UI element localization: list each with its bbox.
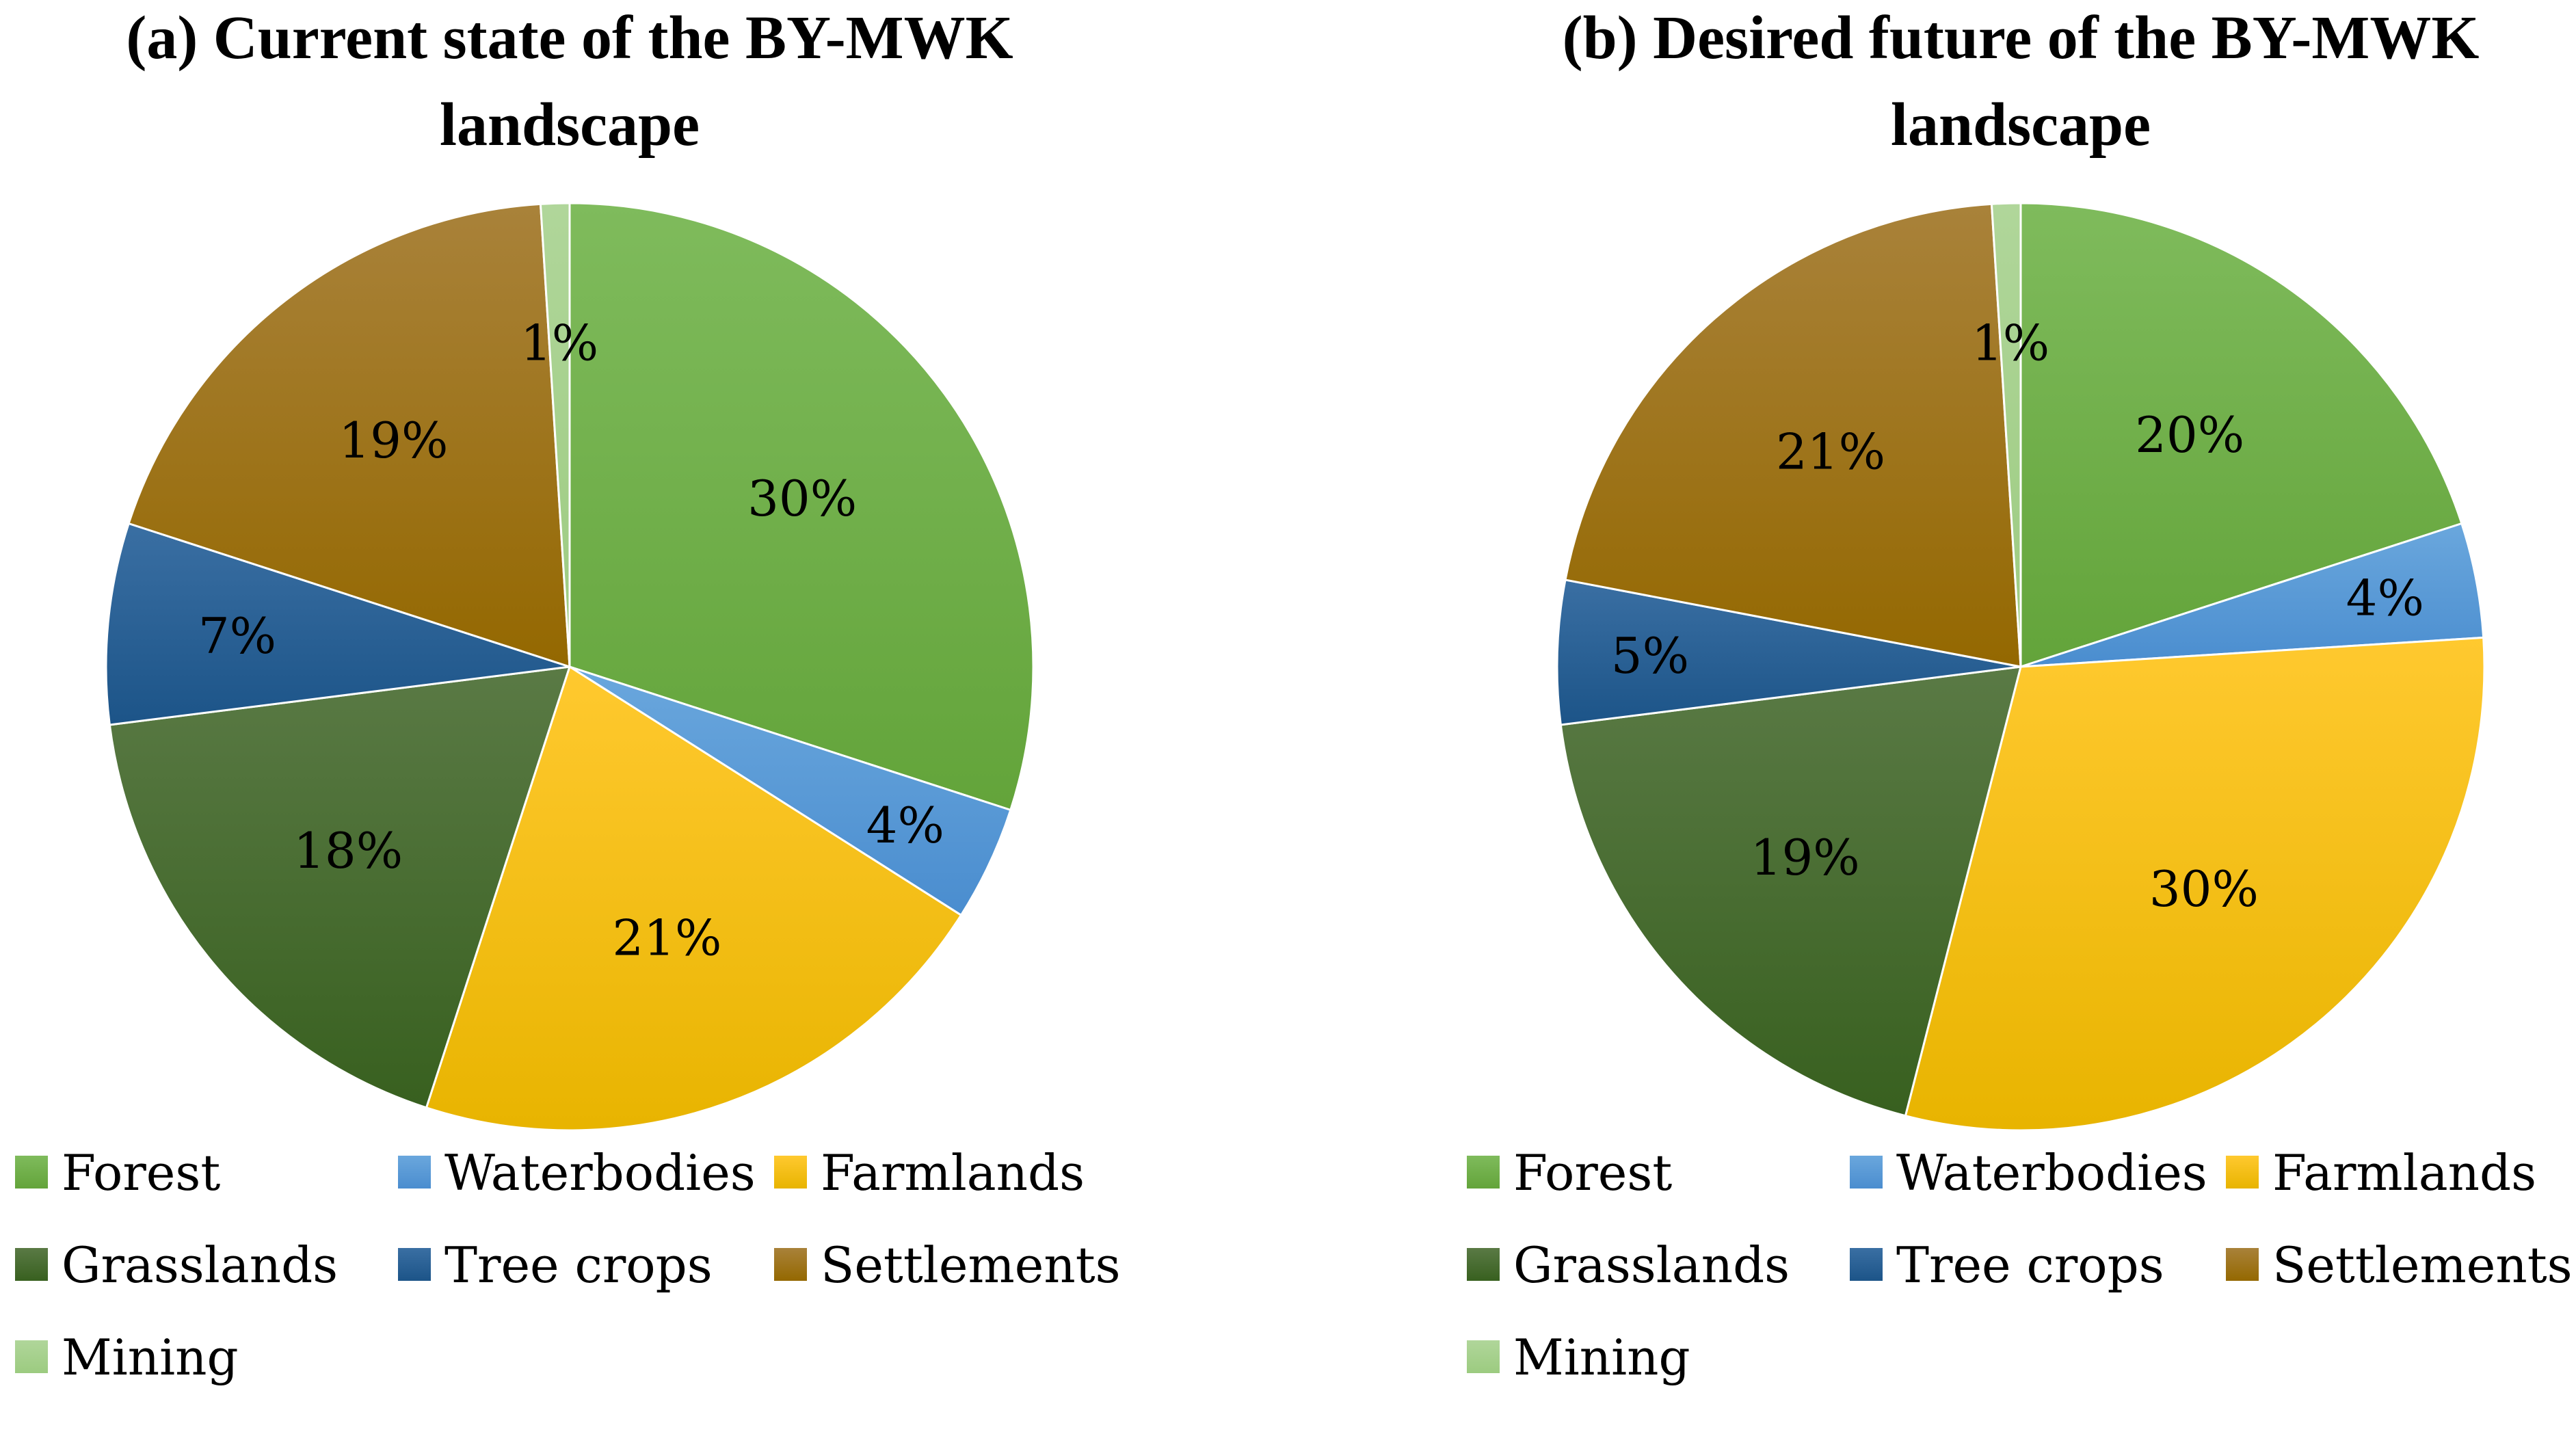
data-label-farmlands: 30% <box>2149 860 2259 918</box>
legend-swatch-forest <box>1467 1156 1500 1189</box>
legend-label-waterbodies: Waterbodies <box>1896 1144 2207 1201</box>
legend-label-settlements: Settlements <box>821 1236 1121 1294</box>
legend-label-settlements: Settlements <box>2272 1236 2573 1294</box>
data-label-mining: 1% <box>1971 315 2049 372</box>
pie-slice-settlements <box>127 202 571 668</box>
data-label-forest: 30% <box>747 470 857 527</box>
chart-title-line-1: (b) Desired future of the BY-MWK <box>1563 4 2480 72</box>
data-label-mining: 1% <box>520 315 598 372</box>
legend-swatch-waterbodies <box>398 1156 431 1189</box>
pie-slice-tree-crops <box>105 522 571 726</box>
legend-swatch-tree-crops <box>1850 1248 1883 1281</box>
chart-title-line-1: (a) Current state of the BY-MWK <box>126 4 1013 72</box>
legend-label-mining: Mining <box>1513 1329 1690 1386</box>
legend-swatch-forest <box>15 1156 48 1189</box>
pie-chart-current: (a) Current state of the BY-MWK landscap… <box>15 4 1121 1386</box>
legend-label-farmlands: Farmlands <box>2272 1144 2536 1201</box>
pie-slice-grasslands <box>1559 665 2022 1117</box>
legend-label-forest: Forest <box>62 1144 220 1201</box>
legend-swatch-tree-crops <box>398 1248 431 1281</box>
pie-chart-desired: (b) Desired future of the BY-MWK landsca… <box>1467 4 2573 1386</box>
legend-label-tree-crops: Tree crops <box>1896 1236 2164 1294</box>
legend-swatch-settlements <box>774 1248 807 1281</box>
legend-swatch-grasslands <box>1467 1248 1500 1281</box>
chart-title-line-2: landscape <box>440 91 700 159</box>
pie-slice-farmlands <box>425 665 962 1132</box>
data-label-waterbodies: 4% <box>866 797 944 854</box>
legend-swatch-waterbodies <box>1850 1156 1883 1189</box>
pie-slice-farmlands <box>1904 636 2486 1132</box>
legend-swatch-grasslands <box>15 1248 48 1281</box>
data-label-waterbodies: 4% <box>2346 569 2424 626</box>
pie-slice-grasslands <box>108 665 571 1109</box>
data-label-settlements: 21% <box>1776 423 1885 481</box>
data-label-grasslands: 19% <box>1751 829 1860 886</box>
data-label-settlements: 19% <box>338 412 448 469</box>
legend-swatch-settlements <box>2226 1248 2259 1281</box>
pie-slice-tree-crops <box>1556 579 2022 726</box>
legend-label-forest: Forest <box>1513 1144 1672 1201</box>
legend-swatch-farmlands <box>774 1156 807 1189</box>
data-label-forest: 20% <box>2135 406 2244 464</box>
data-label-grasslands: 18% <box>293 822 403 879</box>
data-label-tree-crops: 7% <box>198 607 276 665</box>
pie-slice-settlements <box>1564 202 2022 668</box>
legend-label-waterbodies: Waterbodies <box>444 1144 756 1201</box>
pie-slice-mining <box>539 202 571 668</box>
legend-label-grasslands: Grasslands <box>1513 1236 1790 1294</box>
data-label-farmlands: 21% <box>612 909 721 967</box>
legend-swatch-farmlands <box>2226 1156 2259 1189</box>
pie-slice-forest <box>568 202 1035 812</box>
pie-slice-forest <box>2019 202 2463 668</box>
legend-label-mining: Mining <box>62 1329 239 1386</box>
data-label-tree-crops: 5% <box>1611 627 1689 685</box>
pie-slice-mining <box>1990 202 2022 668</box>
chart-title-line-2: landscape <box>1891 91 2151 159</box>
legend-label-grasslands: Grasslands <box>62 1236 338 1294</box>
legend-swatch-mining <box>15 1340 48 1373</box>
legend-label-farmlands: Farmlands <box>821 1144 1085 1201</box>
legend-swatch-mining <box>1467 1340 1500 1373</box>
legend-label-tree-crops: Tree crops <box>444 1236 713 1294</box>
